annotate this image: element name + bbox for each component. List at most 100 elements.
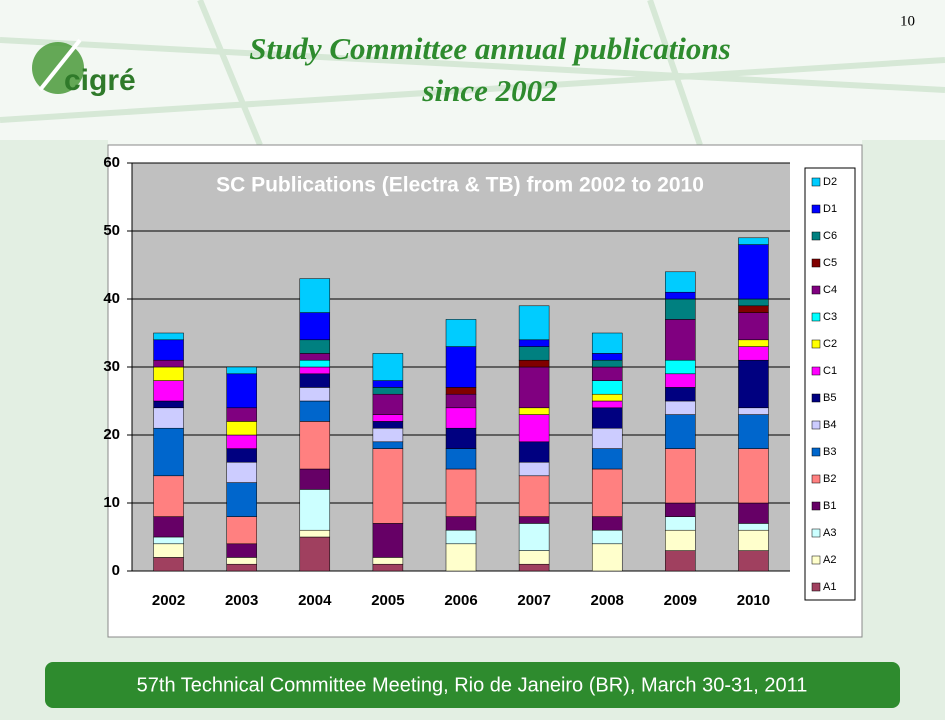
bar-segment: [738, 503, 768, 523]
bar-segment: [154, 333, 184, 340]
chart-title: SC Publications (Electra & TB) from 2002…: [216, 174, 704, 197]
legend-label: D1: [823, 203, 837, 215]
y-tick-label: 50: [103, 222, 120, 239]
bar-segment: [665, 401, 695, 415]
bar-segment: [373, 442, 403, 449]
bar-segment: [592, 401, 622, 408]
bar-segment: [300, 489, 330, 530]
legend-label: C5: [823, 257, 837, 269]
bar-segment: [446, 319, 476, 346]
slide-title-box: Study Committee annual publications sinc…: [200, 28, 780, 118]
legend-swatch: [812, 286, 820, 294]
slide-title: Study Committee annual publications sinc…: [200, 28, 780, 112]
bar-segment: [519, 408, 549, 415]
legend-swatch: [812, 448, 820, 456]
bar-segment: [446, 530, 476, 544]
legend-label: C4: [823, 284, 837, 296]
side-pattern: [862, 140, 945, 660]
bar-segment: [592, 333, 622, 353]
bar-segment: [519, 306, 549, 340]
bar-segment: [519, 523, 549, 550]
legend-label: D2: [823, 176, 837, 188]
bar-segment: [300, 353, 330, 360]
legend-label: B4: [823, 419, 836, 431]
bar-segment: [154, 537, 184, 544]
bar-segment: [227, 557, 257, 564]
bar-segment: [300, 530, 330, 537]
legend-swatch: [812, 259, 820, 267]
bar-segment: [154, 517, 184, 537]
bar-segment: [227, 374, 257, 408]
legend-swatch: [812, 529, 820, 537]
bar-segment: [300, 537, 330, 571]
bar-segment: [154, 381, 184, 401]
bar-segment: [300, 360, 330, 367]
bar-segment: [373, 523, 403, 557]
bar-segment: [227, 564, 257, 571]
bar-segment: [665, 517, 695, 531]
bar-segment: [227, 367, 257, 374]
bar-segment: [300, 340, 330, 354]
bar-segment: [154, 428, 184, 476]
bar-segment: [154, 340, 184, 360]
y-tick-label: 10: [103, 494, 120, 511]
legend-swatch: [812, 475, 820, 483]
bar-segment: [227, 483, 257, 517]
legend-label: C1: [823, 365, 837, 377]
bar-segment: [154, 367, 184, 381]
bar-segment: [592, 449, 622, 469]
bar-segment: [373, 564, 403, 571]
bar-segment: [592, 469, 622, 517]
bar-segment: [665, 530, 695, 550]
bar-segment: [373, 557, 403, 564]
bar-segment: [519, 347, 549, 361]
bar-segment: [665, 503, 695, 517]
bar-segment: [446, 544, 476, 571]
legend-label: C2: [823, 338, 837, 350]
bar-segment: [300, 374, 330, 388]
bar-segment: [300, 313, 330, 340]
bar-segment: [592, 530, 622, 544]
bar-segment: [446, 449, 476, 469]
bar-segment: [373, 394, 403, 414]
bar-segment: [227, 544, 257, 558]
bar-segment: [665, 415, 695, 449]
bar-segment: [519, 442, 549, 462]
legend-swatch: [812, 556, 820, 564]
bar-segment: [738, 551, 768, 571]
bar-segment: [154, 544, 184, 558]
legend-swatch: [812, 232, 820, 240]
y-tick-label: 40: [103, 290, 120, 307]
bar-segment: [665, 360, 695, 374]
slide: cigré 10 Study Committee annual publicat…: [0, 0, 945, 720]
x-tick-label: 2008: [591, 592, 624, 609]
x-tick-label: 2005: [371, 592, 404, 609]
bar-segment: [446, 408, 476, 428]
bar-segment: [592, 381, 622, 395]
bar-segment: [227, 408, 257, 422]
x-tick-label: 2002: [152, 592, 185, 609]
legend-swatch: [812, 394, 820, 402]
bar-segment: [738, 360, 768, 408]
bar-segment: [738, 299, 768, 306]
legend-label: C6: [823, 230, 837, 242]
y-tick-label: 0: [112, 562, 120, 579]
legend-swatch: [812, 178, 820, 186]
bar-segment: [738, 347, 768, 361]
bar-segment: [519, 340, 549, 347]
bar-segment: [373, 421, 403, 428]
legend-swatch: [812, 340, 820, 348]
bar-segment: [373, 353, 403, 380]
bar-segment: [592, 360, 622, 367]
bar-segment: [373, 415, 403, 422]
bar-segment: [446, 517, 476, 531]
y-tick-label: 20: [103, 426, 120, 443]
logo-text: cigré: [64, 64, 136, 97]
bar-segment: [373, 381, 403, 388]
bar-segment: [519, 476, 549, 517]
legend-swatch: [812, 421, 820, 429]
bar-segment: [738, 530, 768, 550]
y-tick-label: 60: [103, 154, 120, 171]
bar-segment: [519, 551, 549, 565]
legend-label: C3: [823, 311, 837, 323]
